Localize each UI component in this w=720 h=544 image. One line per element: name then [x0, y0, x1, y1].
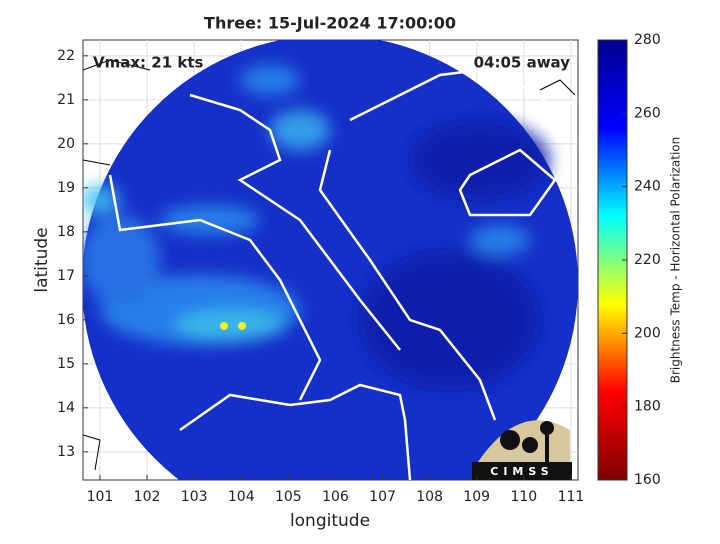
x-tick-label: 108 — [416, 489, 443, 505]
y-tick-label: 22 — [57, 48, 75, 64]
colorbar-tick-label: 260 — [634, 105, 661, 121]
colorbar-tick-label: 160 — [634, 472, 661, 488]
y-tick-label: 16 — [57, 312, 75, 328]
annotation: 04:05 away — [474, 54, 571, 72]
x-tick-label: 102 — [134, 489, 161, 505]
y-tick-label: 14 — [57, 400, 75, 416]
brightness-image — [83, 40, 578, 480]
x-tick-label: 104 — [228, 489, 255, 505]
logo: CIMSS — [472, 420, 572, 480]
y-tick-label: 18 — [57, 224, 75, 240]
x-tick-label: 107 — [369, 489, 396, 505]
y-tick-label: 17 — [57, 268, 75, 284]
x-axis-label: longitude — [290, 511, 370, 531]
colorbar-tick-label: 180 — [634, 399, 661, 415]
colorbar-label: Brightness Temp - Horizontal Polarizatio… — [669, 137, 683, 384]
x-tick-label: 105 — [275, 489, 302, 505]
y-tick-label: 13 — [57, 444, 75, 460]
y-tick-label: 19 — [57, 180, 75, 196]
x-tick-label: 106 — [322, 489, 349, 505]
y-tick-label: 21 — [57, 92, 75, 108]
colorbar-tick-label: 200 — [634, 325, 661, 341]
colorbar-tick-label: 220 — [634, 252, 661, 268]
annotation: Vmax: 21 kts — [93, 54, 203, 72]
y-tick-label: 15 — [57, 356, 75, 372]
colorbar-tick-label: 280 — [634, 32, 661, 48]
logo-text: CIMSS — [490, 465, 553, 478]
x-tick-label: 109 — [463, 489, 490, 505]
x-tick-label: 110 — [510, 489, 537, 505]
x-tick-label: 101 — [87, 489, 114, 505]
colorbar-tick-label: 240 — [634, 179, 661, 195]
x-tick-label: 103 — [181, 489, 208, 505]
chart-title: Three: 15-Jul-2024 17:00:00 — [204, 14, 456, 33]
x-tick-label: 111 — [558, 489, 585, 505]
y-tick-label: 20 — [57, 136, 75, 152]
y-axis-label: latitude — [32, 227, 52, 292]
